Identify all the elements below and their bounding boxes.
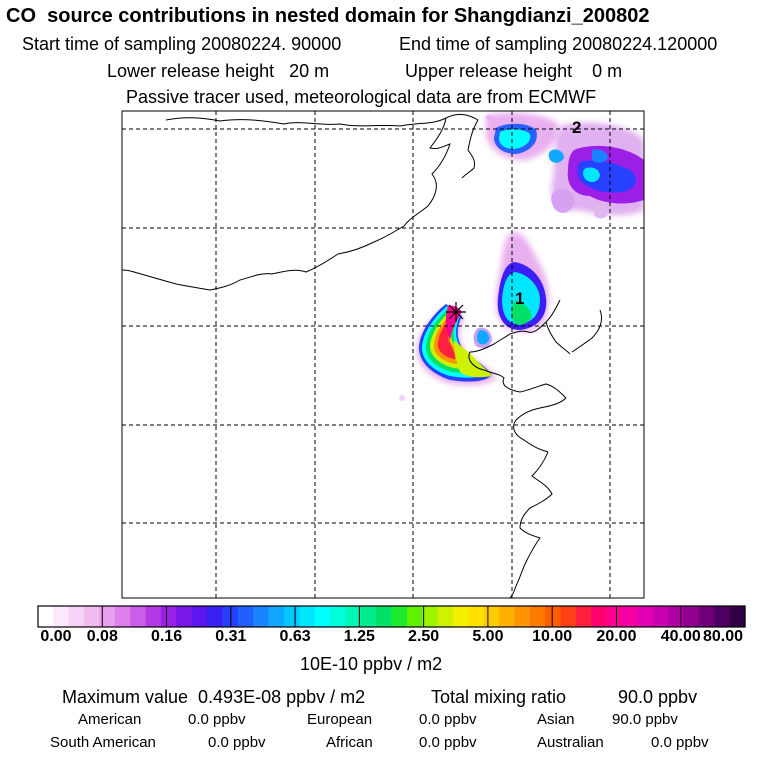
colorbar-tick-label: 0.00 <box>40 628 72 645</box>
region-african-name: African <box>326 734 373 751</box>
region-australian-value: 0.0 ppbv <box>651 734 709 751</box>
total-mixing-value: 90.0 ppbv <box>618 687 698 707</box>
region-south-american-name: South American <box>50 734 156 751</box>
colorbar-tick-label: 0.63 <box>279 628 311 645</box>
region-south-american-value: 0.0 ppbv <box>208 734 266 751</box>
marker-2-label: 2 <box>572 118 581 137</box>
plot-title: CO source contributions in nested domain… <box>6 5 650 27</box>
region-american-value: 0.0 ppbv <box>188 711 246 728</box>
colorbar-tick-label: 0.31 <box>215 628 247 645</box>
tracer-note: Passive tracer used, meteorological data… <box>126 87 597 107</box>
receptor-star <box>446 302 466 322</box>
total-mixing-label: Total mixing ratio <box>431 687 567 707</box>
region-european-name: European <box>307 711 373 728</box>
region-australian-name: Australian <box>537 734 604 751</box>
region-asian-value: 90.0 ppbv <box>612 711 678 728</box>
region-european-value: 0.0 ppbv <box>419 711 477 728</box>
plume-receptor <box>416 304 496 386</box>
region-asian-name: Asian <box>537 711 575 728</box>
coastlines <box>122 113 603 598</box>
end-time-label: End time of sampling 20080224.120000 <box>399 34 718 54</box>
plume-2 <box>486 112 644 219</box>
region-american-name: American <box>78 711 142 728</box>
marker-1-label: 1 <box>515 289 524 308</box>
colorbar-tick-label: 5.00 <box>472 628 504 645</box>
lower-release-label: Lower release height 20 m <box>107 61 330 81</box>
colorbar-tick-label: 40.00 <box>660 628 701 645</box>
colorbar-tick-label: 80.00 <box>702 628 744 645</box>
colorbar-tick-label: 20.00 <box>596 628 637 645</box>
colorbar-tick-label: 10.00 <box>532 628 573 645</box>
lat-lon-grid <box>122 111 644 598</box>
upper-release-label: Upper release height 0 m <box>405 61 623 81</box>
start-time-label: Start time of sampling 20080224. 90000 <box>22 34 342 54</box>
colorbar-tick-label: 0.08 <box>86 628 118 645</box>
region-african-value: 0.0 ppbv <box>419 734 477 751</box>
trace-speck <box>399 395 405 401</box>
map-frame <box>121 110 645 599</box>
colorbar-tick-label: 2.50 <box>408 628 440 645</box>
colorbar-tick-label: 1.25 <box>343 628 375 645</box>
colorbar-tick-label: 0.16 <box>150 628 183 645</box>
maximum-value: Maximum value 0.493E-08 ppbv / m2 <box>62 687 366 707</box>
colorbar-unit: 10E-10 ppbv / m2 <box>300 654 443 674</box>
